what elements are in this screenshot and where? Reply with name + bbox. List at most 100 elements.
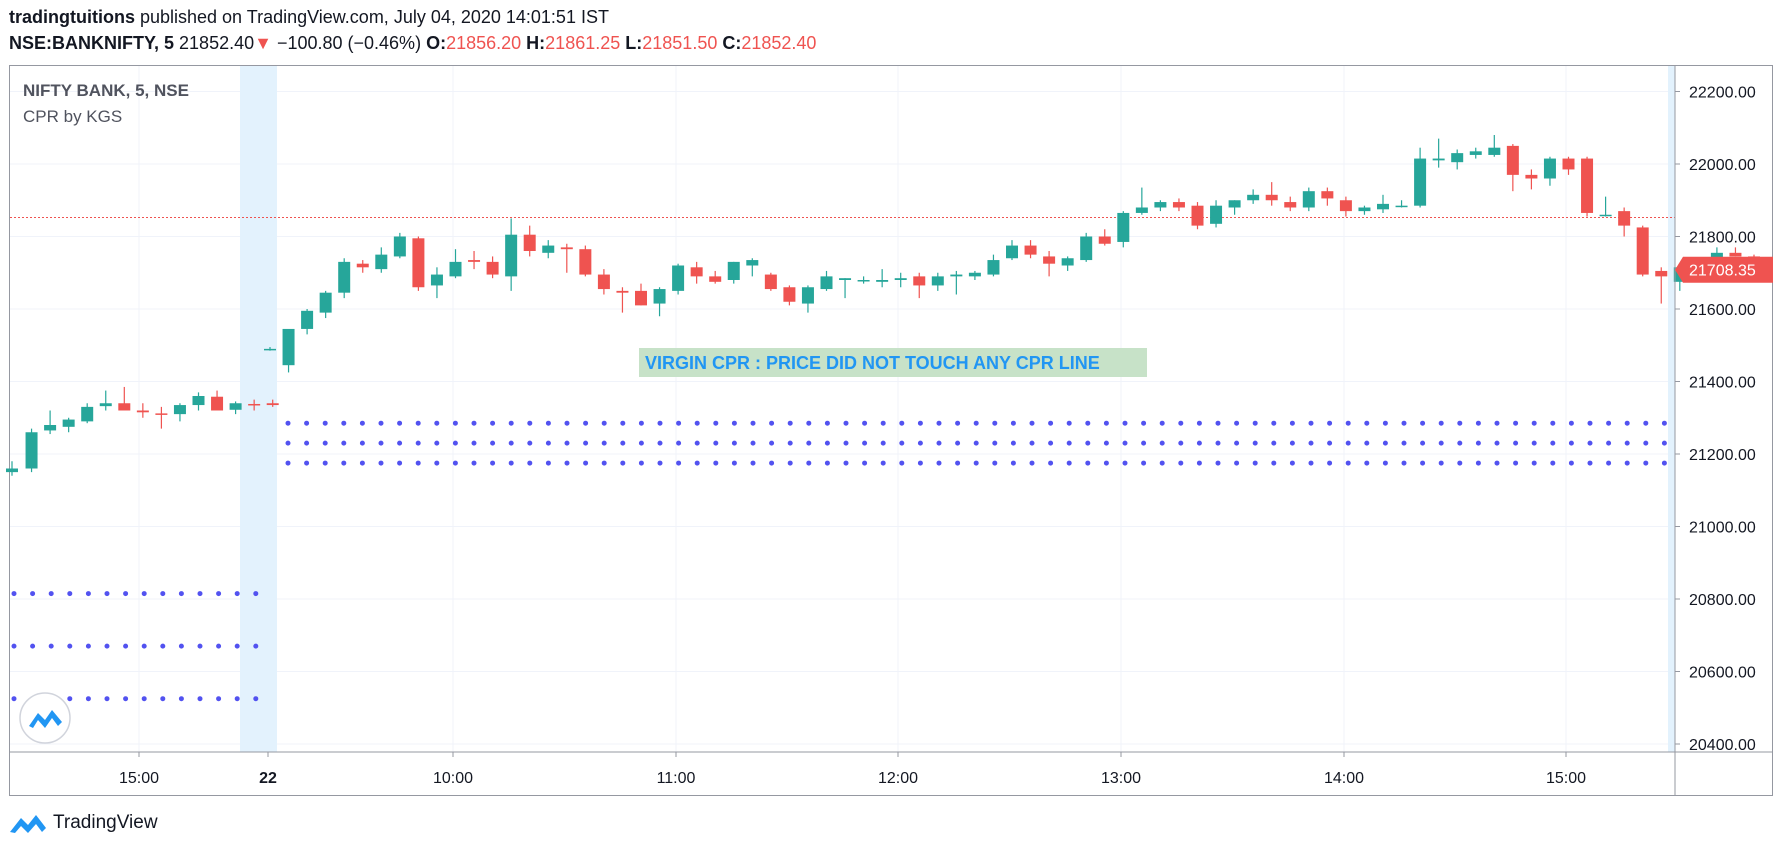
candle: [931, 272, 944, 291]
candle-body: [155, 413, 168, 415]
candle-body: [81, 406, 94, 422]
candle-body: [1191, 205, 1204, 226]
candle-body: [839, 278, 852, 280]
time-tick-label: 11:00: [657, 770, 696, 787]
candle: [839, 278, 852, 299]
last-price-bg: [1675, 256, 1773, 283]
price-axis[interactable]: 20400.00 20600.00 20800.00 21000.00 21200.00…: [1674, 66, 1773, 795]
candle: [1043, 251, 1056, 277]
candle-body: [950, 274, 963, 277]
time-tick-label: 12:00: [878, 770, 918, 787]
candle: [44, 410, 57, 435]
time-tick-label: 10:00: [433, 770, 473, 787]
candle-body: [1636, 227, 1649, 275]
candle-body: [1599, 214, 1612, 217]
candle: [1358, 205, 1371, 215]
tradingview-logo-icon: [10, 815, 46, 833]
candle: [1432, 138, 1445, 168]
candle: [597, 269, 610, 295]
candle-body: [542, 245, 555, 253]
candle: [987, 254, 1000, 277]
candle: [192, 392, 205, 411]
candle-body: [1172, 202, 1185, 208]
price-tick-label: 22200.00: [1689, 85, 1756, 102]
symbol-info: NSE:BANKNIFTY, 5 21852.40▼ −100.80 (−0.4…: [9, 33, 816, 54]
candle: [968, 270, 981, 280]
candle-body: [1729, 252, 1742, 257]
candle: [282, 328, 295, 373]
price-change: −100.80 (−0.46%): [276, 33, 422, 53]
candle-body: [1043, 256, 1056, 264]
low-value: 21851.50: [642, 33, 718, 53]
candle-body: [99, 403, 112, 407]
candle-body: [211, 396, 224, 411]
candle-body: [1395, 205, 1408, 208]
candle: [301, 309, 314, 335]
candle-body: [393, 236, 406, 257]
candle-body: [1525, 174, 1538, 179]
candle: [1135, 187, 1148, 215]
high-label: H:: [526, 33, 546, 53]
candle: [449, 249, 462, 279]
candle-body: [1432, 158, 1445, 161]
candle: [1562, 156, 1575, 175]
candle-body: [1451, 153, 1464, 163]
candle-body: [857, 280, 870, 282]
candle: [319, 290, 332, 319]
candle-body: [1488, 147, 1501, 155]
price-tick-label: 21400.00: [1689, 375, 1756, 392]
candle: [616, 287, 629, 313]
chart-frame[interactable]: [9, 65, 1773, 796]
candle-body: [173, 405, 186, 415]
candle: [1414, 147, 1427, 208]
candle: [338, 258, 351, 299]
candle: [6, 461, 18, 476]
candle-body: [229, 403, 242, 410]
candle: [375, 247, 388, 273]
candle-body: [560, 247, 573, 250]
candle: [1247, 189, 1260, 204]
candle: [1302, 187, 1315, 212]
candle: [1451, 149, 1464, 170]
candle: [1154, 200, 1167, 212]
grid: [10, 66, 1675, 752]
candle: [1284, 196, 1297, 212]
candle-body: [820, 276, 833, 290]
candle: [1525, 169, 1538, 190]
candle: [801, 285, 814, 313]
low-label: L:: [625, 33, 643, 53]
candle: [430, 267, 443, 299]
candle: [118, 386, 131, 411]
candle: [876, 269, 889, 288]
price-tick-label: 22000.00: [1689, 157, 1756, 174]
candle-body: [1581, 158, 1594, 213]
time-axis[interactable]: 15:00 22 10:00 11:00 12:00 13:00 14:00 15:00: [10, 751, 1773, 787]
change-down-icon: ▼: [254, 33, 272, 53]
candle: [709, 270, 722, 284]
candle: [248, 399, 261, 411]
author-name[interactable]: tradingtuitions: [9, 7, 135, 27]
candle: [1098, 229, 1111, 246]
candle-body: [968, 272, 981, 277]
candle-body: [136, 410, 149, 413]
candle: [412, 236, 425, 291]
tv-badge[interactable]: [19, 692, 71, 744]
candle: [393, 232, 406, 259]
candle: [211, 390, 224, 411]
price-tick-label: 21800.00: [1689, 230, 1756, 247]
last-price: 21852.40: [179, 33, 255, 53]
candle-body: [1080, 236, 1093, 261]
candle: [62, 417, 75, 433]
legend-indicator[interactable]: CPR by KGS: [23, 107, 122, 126]
time-tick-label: 13:00: [1101, 770, 1141, 787]
footer-brand[interactable]: TradingView: [9, 812, 158, 834]
legend-title[interactable]: NIFTY BANK, 5, NSE: [23, 81, 189, 100]
candle: [1599, 196, 1612, 217]
candle: [155, 406, 168, 429]
candle-body: [1154, 202, 1167, 208]
candle: [1395, 200, 1408, 208]
chart-legend: NIFTY BANK, 5, NSE CPR by KGS: [23, 81, 189, 126]
candle-body: [301, 310, 314, 329]
candle: [486, 256, 499, 279]
